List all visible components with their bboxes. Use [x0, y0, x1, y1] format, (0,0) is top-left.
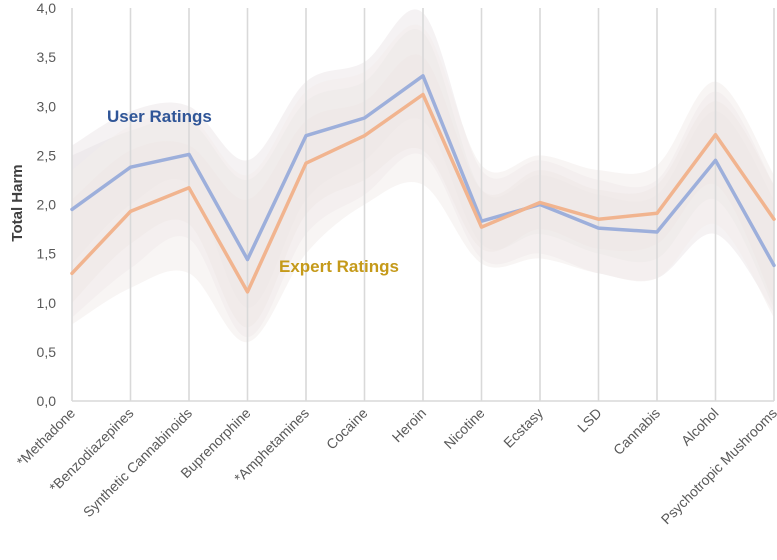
series-lines [70, 74, 776, 294]
x-tick-label: Cocaine [323, 405, 371, 453]
series-label-user-ratings: User Ratings [107, 107, 212, 126]
y-axis-ticks: 0,0 0,5 1,0 1,5 2,0 2,5 3,0 3,5 4,0 [37, 0, 57, 409]
series-label-expert-ratings: Expert Ratings [279, 257, 399, 276]
y-tick-label: 0,0 [37, 393, 57, 409]
x-tick-label: *Methadone [13, 405, 78, 470]
y-tick-label: 1,5 [37, 246, 57, 262]
y-tick-label: 3,5 [37, 49, 57, 65]
x-tick-label: Ecstasy [500, 405, 546, 451]
x-tick-label: Psychotropic Mushrooms [658, 405, 777, 527]
series-line-user-ratings [70, 74, 776, 268]
y-tick-label: 3,0 [37, 98, 57, 114]
y-tick-label: 2,5 [37, 147, 57, 163]
series-line-expert-ratings [70, 92, 776, 294]
y-axis-label: Total Harm [9, 164, 26, 241]
y-tick-label: 4,0 [37, 0, 57, 16]
x-tick-label: Nicotine [441, 405, 488, 452]
x-tick-label: Cannabis [610, 405, 663, 458]
x-tick-label: Synthetic Cannabinoids [80, 405, 195, 520]
x-tick-label: Heroin [389, 405, 429, 445]
y-tick-label: 2,0 [37, 197, 57, 213]
x-tick-label: LSD [574, 405, 605, 436]
y-tick-label: 0,5 [37, 344, 57, 360]
x-tick-label: Alcohol [678, 405, 722, 449]
y-tick-label: 1,0 [37, 295, 57, 311]
